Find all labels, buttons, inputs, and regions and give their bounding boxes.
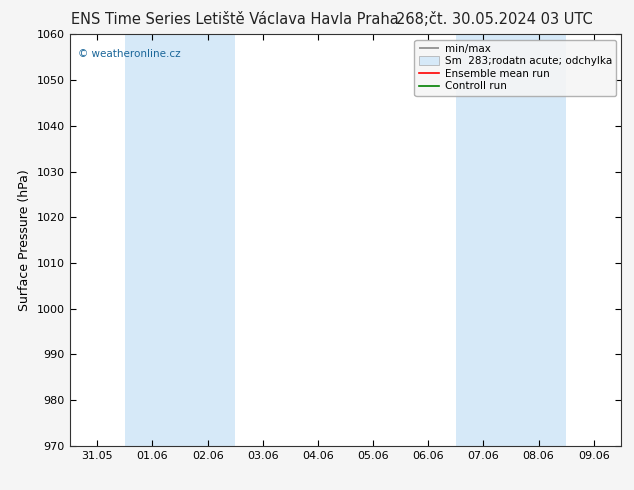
Bar xyxy=(125,34,235,446)
Bar xyxy=(456,34,566,446)
Legend: min/max, Sm  283;rodatn acute; odchylka, Ensemble mean run, Controll run: min/max, Sm 283;rodatn acute; odchylka, … xyxy=(415,40,616,96)
Text: ENS Time Series Letiště Václava Havla Praha: ENS Time Series Letiště Václava Havla Pr… xyxy=(71,12,398,27)
Text: © weatheronline.cz: © weatheronline.cz xyxy=(78,49,181,59)
Y-axis label: Surface Pressure (hPa): Surface Pressure (hPa) xyxy=(18,169,31,311)
Text: 268;čt. 30.05.2024 03 UTC: 268;čt. 30.05.2024 03 UTC xyxy=(396,12,593,27)
